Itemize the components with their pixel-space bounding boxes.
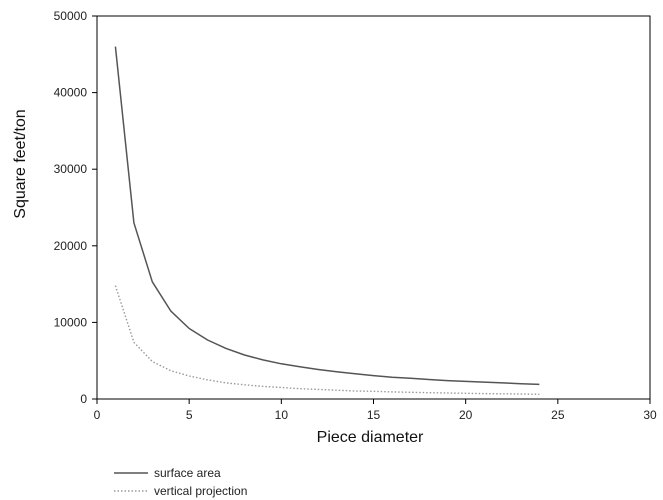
y-tick-label: 30000 (54, 162, 88, 176)
plot-frame (96, 15, 651, 400)
legend-label-vertical-projection: vertical projection (154, 484, 247, 498)
series-layer (114, 46, 540, 395)
y-tick-label: 0 (80, 392, 87, 406)
x-axis-title: Piece diameter (317, 429, 424, 446)
x-tick-label: 30 (643, 408, 657, 422)
x-tick-label: 10 (275, 408, 289, 422)
y-tick-label: 40000 (54, 86, 88, 100)
y-tick-label: 50000 (54, 9, 88, 23)
y-axis-ticks: 0 10000 20000 30000 40000 50000 (54, 9, 97, 406)
legend-label-surface-area: surface area (154, 466, 221, 480)
x-tick-label: 5 (186, 408, 193, 422)
x-tick-label: 20 (459, 408, 473, 422)
y-tick-label: 20000 (54, 239, 88, 253)
legend: surface area vertical projection (114, 466, 247, 498)
series-line-vertical-projection (114, 285, 540, 395)
x-tick-label: 25 (551, 408, 565, 422)
plot-area-border (96, 15, 651, 400)
x-tick-label: 15 (367, 408, 381, 422)
y-axis-title: Square feet/ton (12, 109, 29, 218)
x-axis-ticks: 0 5 10 15 20 25 30 (94, 399, 657, 422)
y-tick-label: 10000 (54, 315, 88, 329)
series-line-surface-area (114, 46, 540, 386)
x-tick-label: 0 (94, 408, 101, 422)
